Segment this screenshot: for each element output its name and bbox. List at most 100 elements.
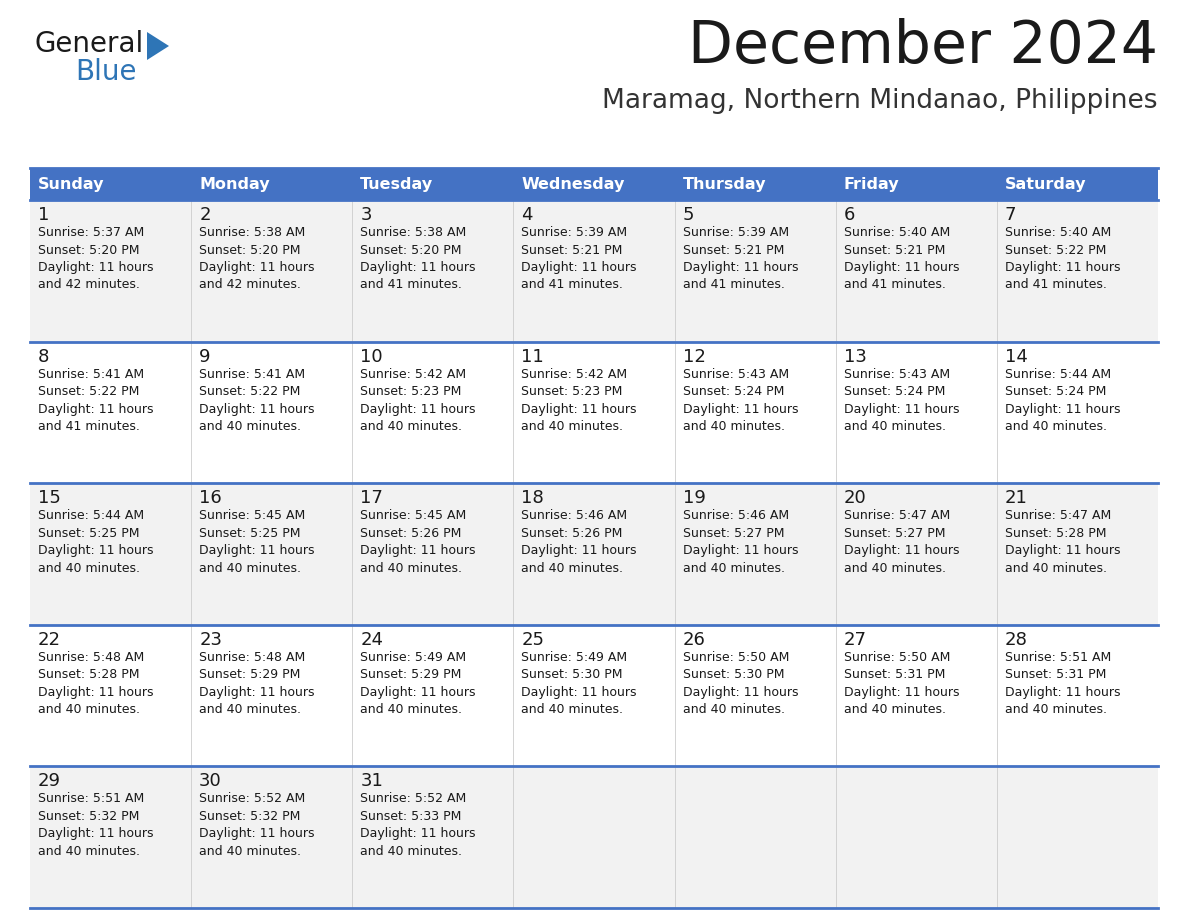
- Text: and 40 minutes.: and 40 minutes.: [683, 420, 784, 433]
- Text: Daylight: 11 hours: Daylight: 11 hours: [1005, 261, 1120, 274]
- Text: Sunset: 5:28 PM: Sunset: 5:28 PM: [38, 668, 139, 681]
- Text: and 40 minutes.: and 40 minutes.: [1005, 703, 1107, 716]
- Text: Sunset: 5:22 PM: Sunset: 5:22 PM: [1005, 243, 1106, 256]
- Text: Daylight: 11 hours: Daylight: 11 hours: [38, 403, 153, 416]
- Text: Monday: Monday: [200, 176, 270, 192]
- Text: Sunrise: 5:50 AM: Sunrise: 5:50 AM: [843, 651, 950, 664]
- Text: Sunday: Sunday: [38, 176, 105, 192]
- Text: and 41 minutes.: and 41 minutes.: [38, 420, 140, 433]
- Text: Daylight: 11 hours: Daylight: 11 hours: [683, 686, 798, 699]
- Text: 24: 24: [360, 631, 384, 649]
- Text: and 40 minutes.: and 40 minutes.: [683, 562, 784, 575]
- Text: 8: 8: [38, 348, 50, 365]
- Text: 20: 20: [843, 489, 866, 508]
- Text: Daylight: 11 hours: Daylight: 11 hours: [200, 403, 315, 416]
- Text: and 40 minutes.: and 40 minutes.: [360, 703, 462, 716]
- Text: and 40 minutes.: and 40 minutes.: [1005, 562, 1107, 575]
- Text: Sunrise: 5:51 AM: Sunrise: 5:51 AM: [38, 792, 144, 805]
- Text: Sunset: 5:28 PM: Sunset: 5:28 PM: [1005, 527, 1106, 540]
- Text: Sunset: 5:21 PM: Sunset: 5:21 PM: [683, 243, 784, 256]
- Text: Sunrise: 5:52 AM: Sunrise: 5:52 AM: [200, 792, 305, 805]
- Text: Sunrise: 5:38 AM: Sunrise: 5:38 AM: [360, 226, 467, 239]
- Text: Maramag, Northern Mindanao, Philippines: Maramag, Northern Mindanao, Philippines: [602, 88, 1158, 114]
- Text: 7: 7: [1005, 206, 1017, 224]
- Bar: [30, 767, 1158, 908]
- Text: 15: 15: [38, 489, 61, 508]
- Text: Daylight: 11 hours: Daylight: 11 hours: [38, 827, 153, 840]
- Text: Wednesday: Wednesday: [522, 176, 625, 192]
- Text: Sunset: 5:23 PM: Sunset: 5:23 PM: [360, 385, 462, 398]
- Text: Sunrise: 5:44 AM: Sunrise: 5:44 AM: [38, 509, 144, 522]
- Text: and 40 minutes.: and 40 minutes.: [843, 420, 946, 433]
- Text: 31: 31: [360, 772, 384, 790]
- Text: Daylight: 11 hours: Daylight: 11 hours: [683, 261, 798, 274]
- Text: and 40 minutes.: and 40 minutes.: [200, 845, 301, 858]
- Text: 22: 22: [38, 631, 61, 649]
- Text: 16: 16: [200, 489, 222, 508]
- Text: Daylight: 11 hours: Daylight: 11 hours: [522, 261, 637, 274]
- Text: 19: 19: [683, 489, 706, 508]
- Text: Sunset: 5:26 PM: Sunset: 5:26 PM: [360, 527, 462, 540]
- Text: 21: 21: [1005, 489, 1028, 508]
- Text: Sunrise: 5:41 AM: Sunrise: 5:41 AM: [38, 367, 144, 381]
- Text: 28: 28: [1005, 631, 1028, 649]
- Text: Sunset: 5:22 PM: Sunset: 5:22 PM: [200, 385, 301, 398]
- Text: Daylight: 11 hours: Daylight: 11 hours: [360, 827, 475, 840]
- Text: Sunrise: 5:38 AM: Sunrise: 5:38 AM: [200, 226, 305, 239]
- Text: General: General: [34, 30, 144, 58]
- Polygon shape: [147, 32, 169, 60]
- Text: Sunrise: 5:47 AM: Sunrise: 5:47 AM: [843, 509, 950, 522]
- Text: 13: 13: [843, 348, 866, 365]
- Text: Daylight: 11 hours: Daylight: 11 hours: [200, 544, 315, 557]
- Text: Sunset: 5:21 PM: Sunset: 5:21 PM: [522, 243, 623, 256]
- Text: Sunset: 5:27 PM: Sunset: 5:27 PM: [843, 527, 946, 540]
- Text: Daylight: 11 hours: Daylight: 11 hours: [683, 544, 798, 557]
- Text: Sunrise: 5:42 AM: Sunrise: 5:42 AM: [522, 367, 627, 381]
- Text: and 40 minutes.: and 40 minutes.: [38, 845, 140, 858]
- Text: Friday: Friday: [843, 176, 899, 192]
- Text: Sunrise: 5:49 AM: Sunrise: 5:49 AM: [522, 651, 627, 664]
- Text: Daylight: 11 hours: Daylight: 11 hours: [38, 261, 153, 274]
- Text: 10: 10: [360, 348, 383, 365]
- Text: 2: 2: [200, 206, 210, 224]
- Text: Sunrise: 5:42 AM: Sunrise: 5:42 AM: [360, 367, 467, 381]
- Text: Sunrise: 5:47 AM: Sunrise: 5:47 AM: [1005, 509, 1111, 522]
- Text: 27: 27: [843, 631, 867, 649]
- Text: Daylight: 11 hours: Daylight: 11 hours: [843, 544, 959, 557]
- Text: Daylight: 11 hours: Daylight: 11 hours: [360, 544, 475, 557]
- Text: Daylight: 11 hours: Daylight: 11 hours: [522, 686, 637, 699]
- Text: and 40 minutes.: and 40 minutes.: [683, 703, 784, 716]
- Text: Tuesday: Tuesday: [360, 176, 434, 192]
- Text: Daylight: 11 hours: Daylight: 11 hours: [843, 686, 959, 699]
- Text: and 41 minutes.: and 41 minutes.: [522, 278, 624, 292]
- Text: Daylight: 11 hours: Daylight: 11 hours: [200, 261, 315, 274]
- Text: Saturday: Saturday: [1005, 176, 1086, 192]
- Text: Sunset: 5:32 PM: Sunset: 5:32 PM: [38, 810, 139, 823]
- Text: and 40 minutes.: and 40 minutes.: [38, 562, 140, 575]
- Text: Daylight: 11 hours: Daylight: 11 hours: [1005, 686, 1120, 699]
- Text: and 40 minutes.: and 40 minutes.: [360, 845, 462, 858]
- Text: Sunrise: 5:49 AM: Sunrise: 5:49 AM: [360, 651, 467, 664]
- Text: Sunset: 5:26 PM: Sunset: 5:26 PM: [522, 527, 623, 540]
- Text: Sunset: 5:32 PM: Sunset: 5:32 PM: [200, 810, 301, 823]
- Text: and 40 minutes.: and 40 minutes.: [1005, 420, 1107, 433]
- Text: Sunset: 5:22 PM: Sunset: 5:22 PM: [38, 385, 139, 398]
- Text: 25: 25: [522, 631, 544, 649]
- Text: Sunset: 5:25 PM: Sunset: 5:25 PM: [38, 527, 139, 540]
- Text: and 42 minutes.: and 42 minutes.: [200, 278, 301, 292]
- Text: Sunset: 5:23 PM: Sunset: 5:23 PM: [522, 385, 623, 398]
- Bar: [30, 625, 1158, 767]
- Text: Sunrise: 5:45 AM: Sunrise: 5:45 AM: [360, 509, 467, 522]
- Text: 29: 29: [38, 772, 61, 790]
- Text: Daylight: 11 hours: Daylight: 11 hours: [360, 403, 475, 416]
- Text: 23: 23: [200, 631, 222, 649]
- Text: 14: 14: [1005, 348, 1028, 365]
- Bar: [30, 168, 1158, 200]
- Text: Sunset: 5:24 PM: Sunset: 5:24 PM: [683, 385, 784, 398]
- Text: Daylight: 11 hours: Daylight: 11 hours: [38, 544, 153, 557]
- Text: December 2024: December 2024: [688, 18, 1158, 75]
- Bar: [30, 341, 1158, 483]
- Text: Daylight: 11 hours: Daylight: 11 hours: [360, 686, 475, 699]
- Text: Daylight: 11 hours: Daylight: 11 hours: [200, 827, 315, 840]
- Text: and 41 minutes.: and 41 minutes.: [1005, 278, 1107, 292]
